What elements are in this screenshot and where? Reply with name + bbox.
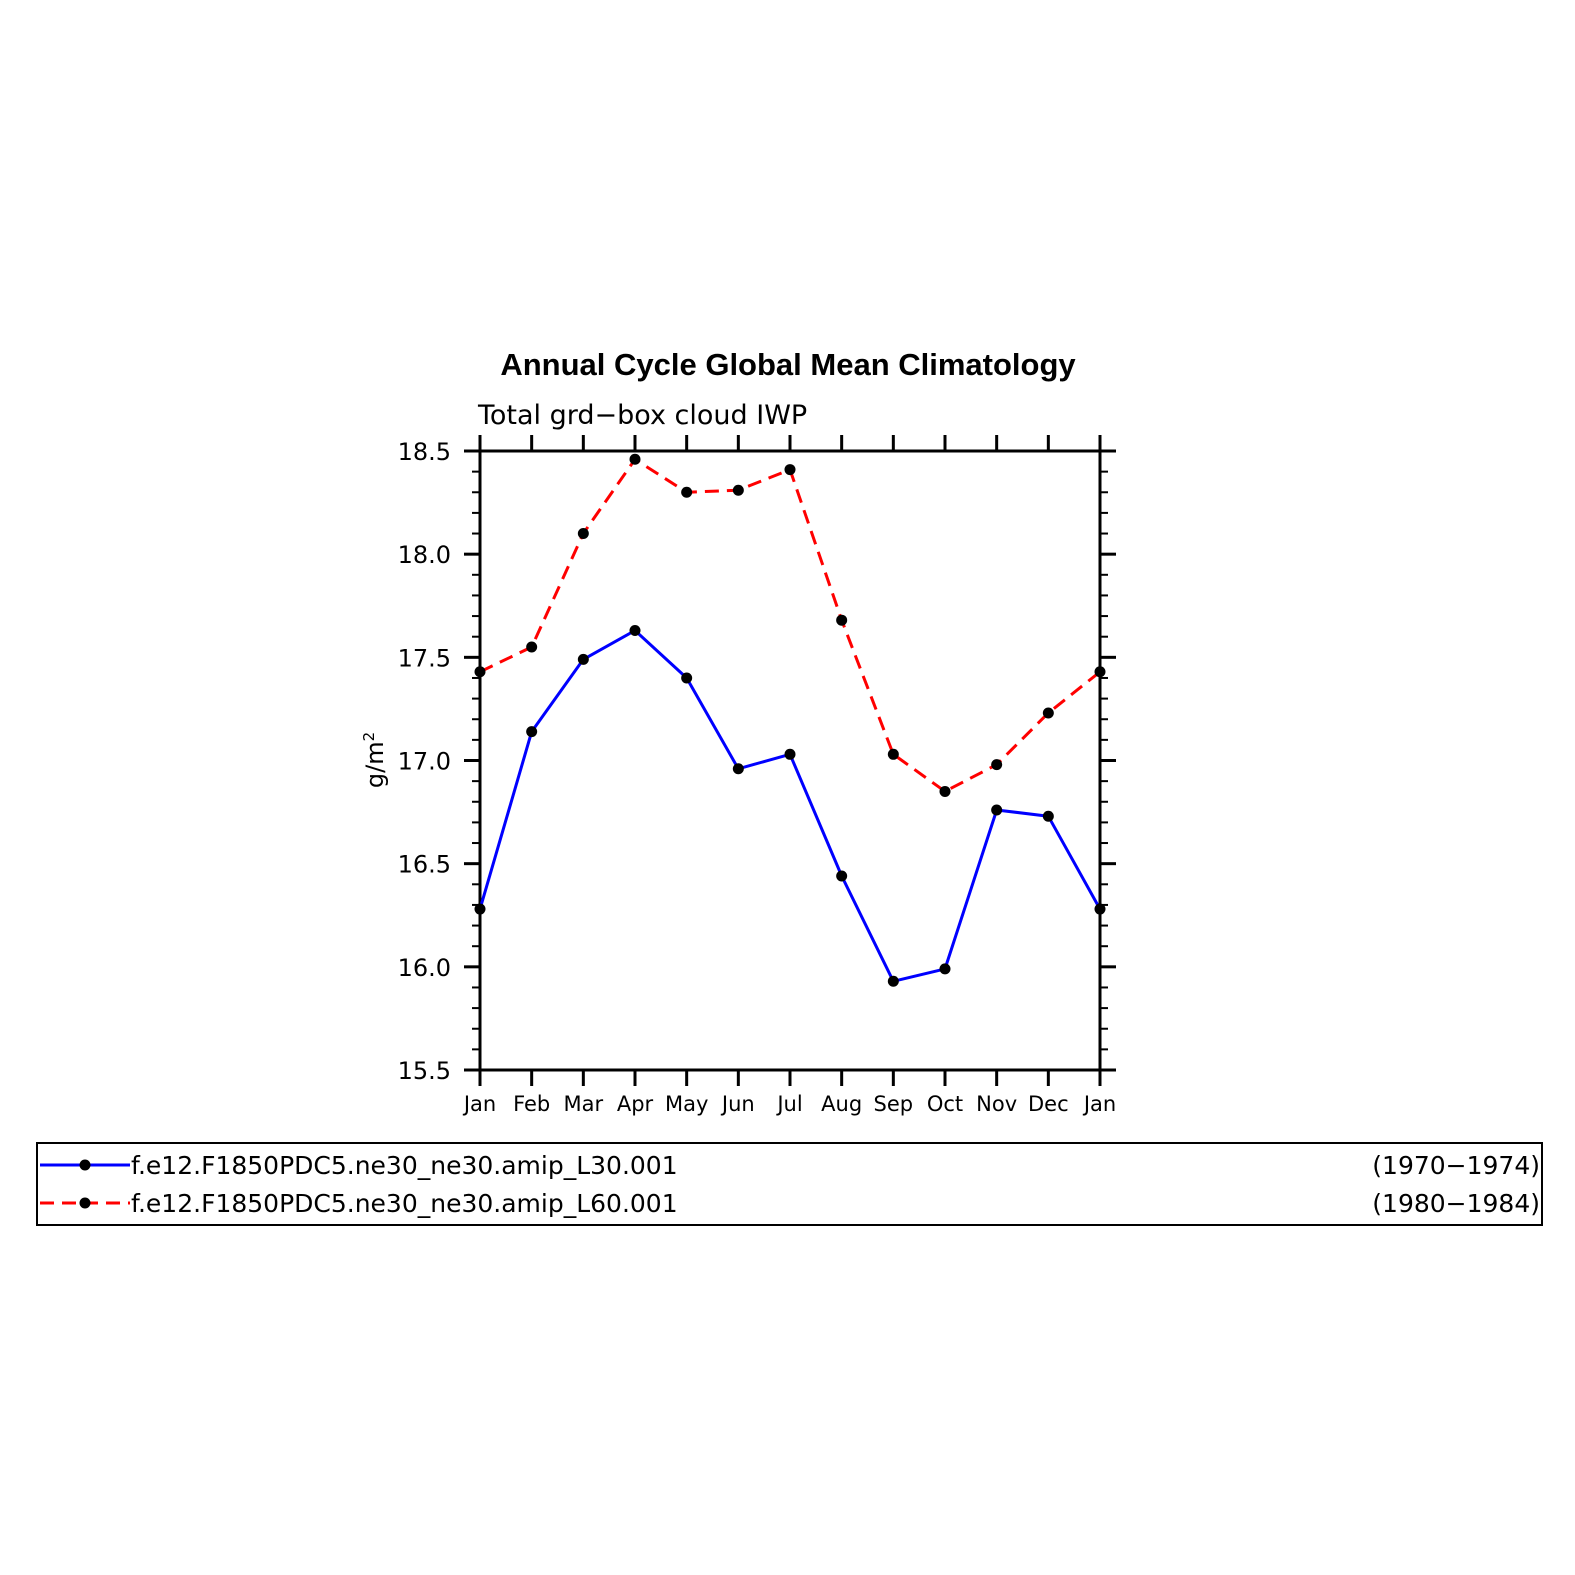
x-tick-label: Nov [976,1092,1017,1116]
y-tick-label: 16.5 [398,851,451,879]
data-point [681,672,693,684]
data-point [732,763,744,775]
legend-label: f.e12.F1850PDC5.ne30_ne30.amip_L60.001 [131,1189,678,1218]
legend-label: f.e12.F1850PDC5.ne30_ne30.amip_L30.001 [131,1151,678,1180]
x-tick-label: May [665,1092,708,1116]
x-tick-label: Feb [513,1092,550,1116]
x-tick-label: Dec [1028,1092,1069,1116]
data-point [1094,666,1106,678]
y-axis-label: g/m2 [360,732,389,788]
legend-box [36,1142,1543,1226]
data-point [1042,810,1054,822]
plot-area: 15.5 16.0 16.5 17.0 17.5 18.0 18.5 Jan Feb Mar Apr… [398,435,1116,1116]
data-point [1042,707,1054,719]
data-point [836,614,848,626]
data-point [732,484,744,496]
data-point [991,804,1003,816]
x-tick-label: Apr [617,1092,654,1116]
y-tick-label: 17.0 [398,748,451,776]
data-point [474,903,486,915]
chart-title: Annual Cycle Global Mean Climatology [500,347,1076,382]
series-line-1 [478,629,1102,983]
data-point [681,486,693,498]
legend-period: (1970−1974) [1372,1151,1540,1180]
chart-subtitle: Total grd−box cloud IWP [477,400,807,431]
data-point [629,453,641,465]
data-point [836,870,848,882]
y-tick-label: 16.0 [398,954,451,982]
data-point [577,528,589,540]
legend-marker [79,1197,91,1209]
legend-period: (1980−1984) [1372,1189,1540,1218]
x-tick-label: Oct [927,1092,963,1116]
y-tick-label: 17.5 [398,644,451,672]
data-point [991,759,1003,771]
legend-marker [79,1159,91,1171]
data-point [784,748,796,760]
data-point [887,975,899,987]
y-tick-label: 18.0 [398,541,451,569]
data-point [474,666,486,678]
x-tick-label: Jan [462,1092,496,1116]
x-tick-label: Aug [821,1092,862,1116]
data-point [526,641,538,653]
data-point [939,785,951,797]
x-tick-label: Jan [1082,1092,1116,1116]
data-point [939,963,951,975]
y-tick-label: 15.5 [398,1057,451,1085]
data-point [887,748,899,760]
x-tick-label: Sep [874,1092,914,1116]
plot-frame [478,449,1102,1072]
x-tick-label: Jul [775,1092,802,1116]
data-point [784,464,796,476]
series-line-2 [479,457,1101,793]
data-point [526,726,538,738]
x-tick-label: Mar [564,1092,604,1116]
legend: f.e12.F1850PDC5.ne30_ne30.amip_L30.001 (1… [36,1142,1543,1226]
x-tick-label: Jun [720,1092,755,1116]
y-tick-label: 18.5 [398,438,451,466]
data-point [577,653,589,665]
data-point [1094,903,1106,915]
data-point [629,625,641,637]
